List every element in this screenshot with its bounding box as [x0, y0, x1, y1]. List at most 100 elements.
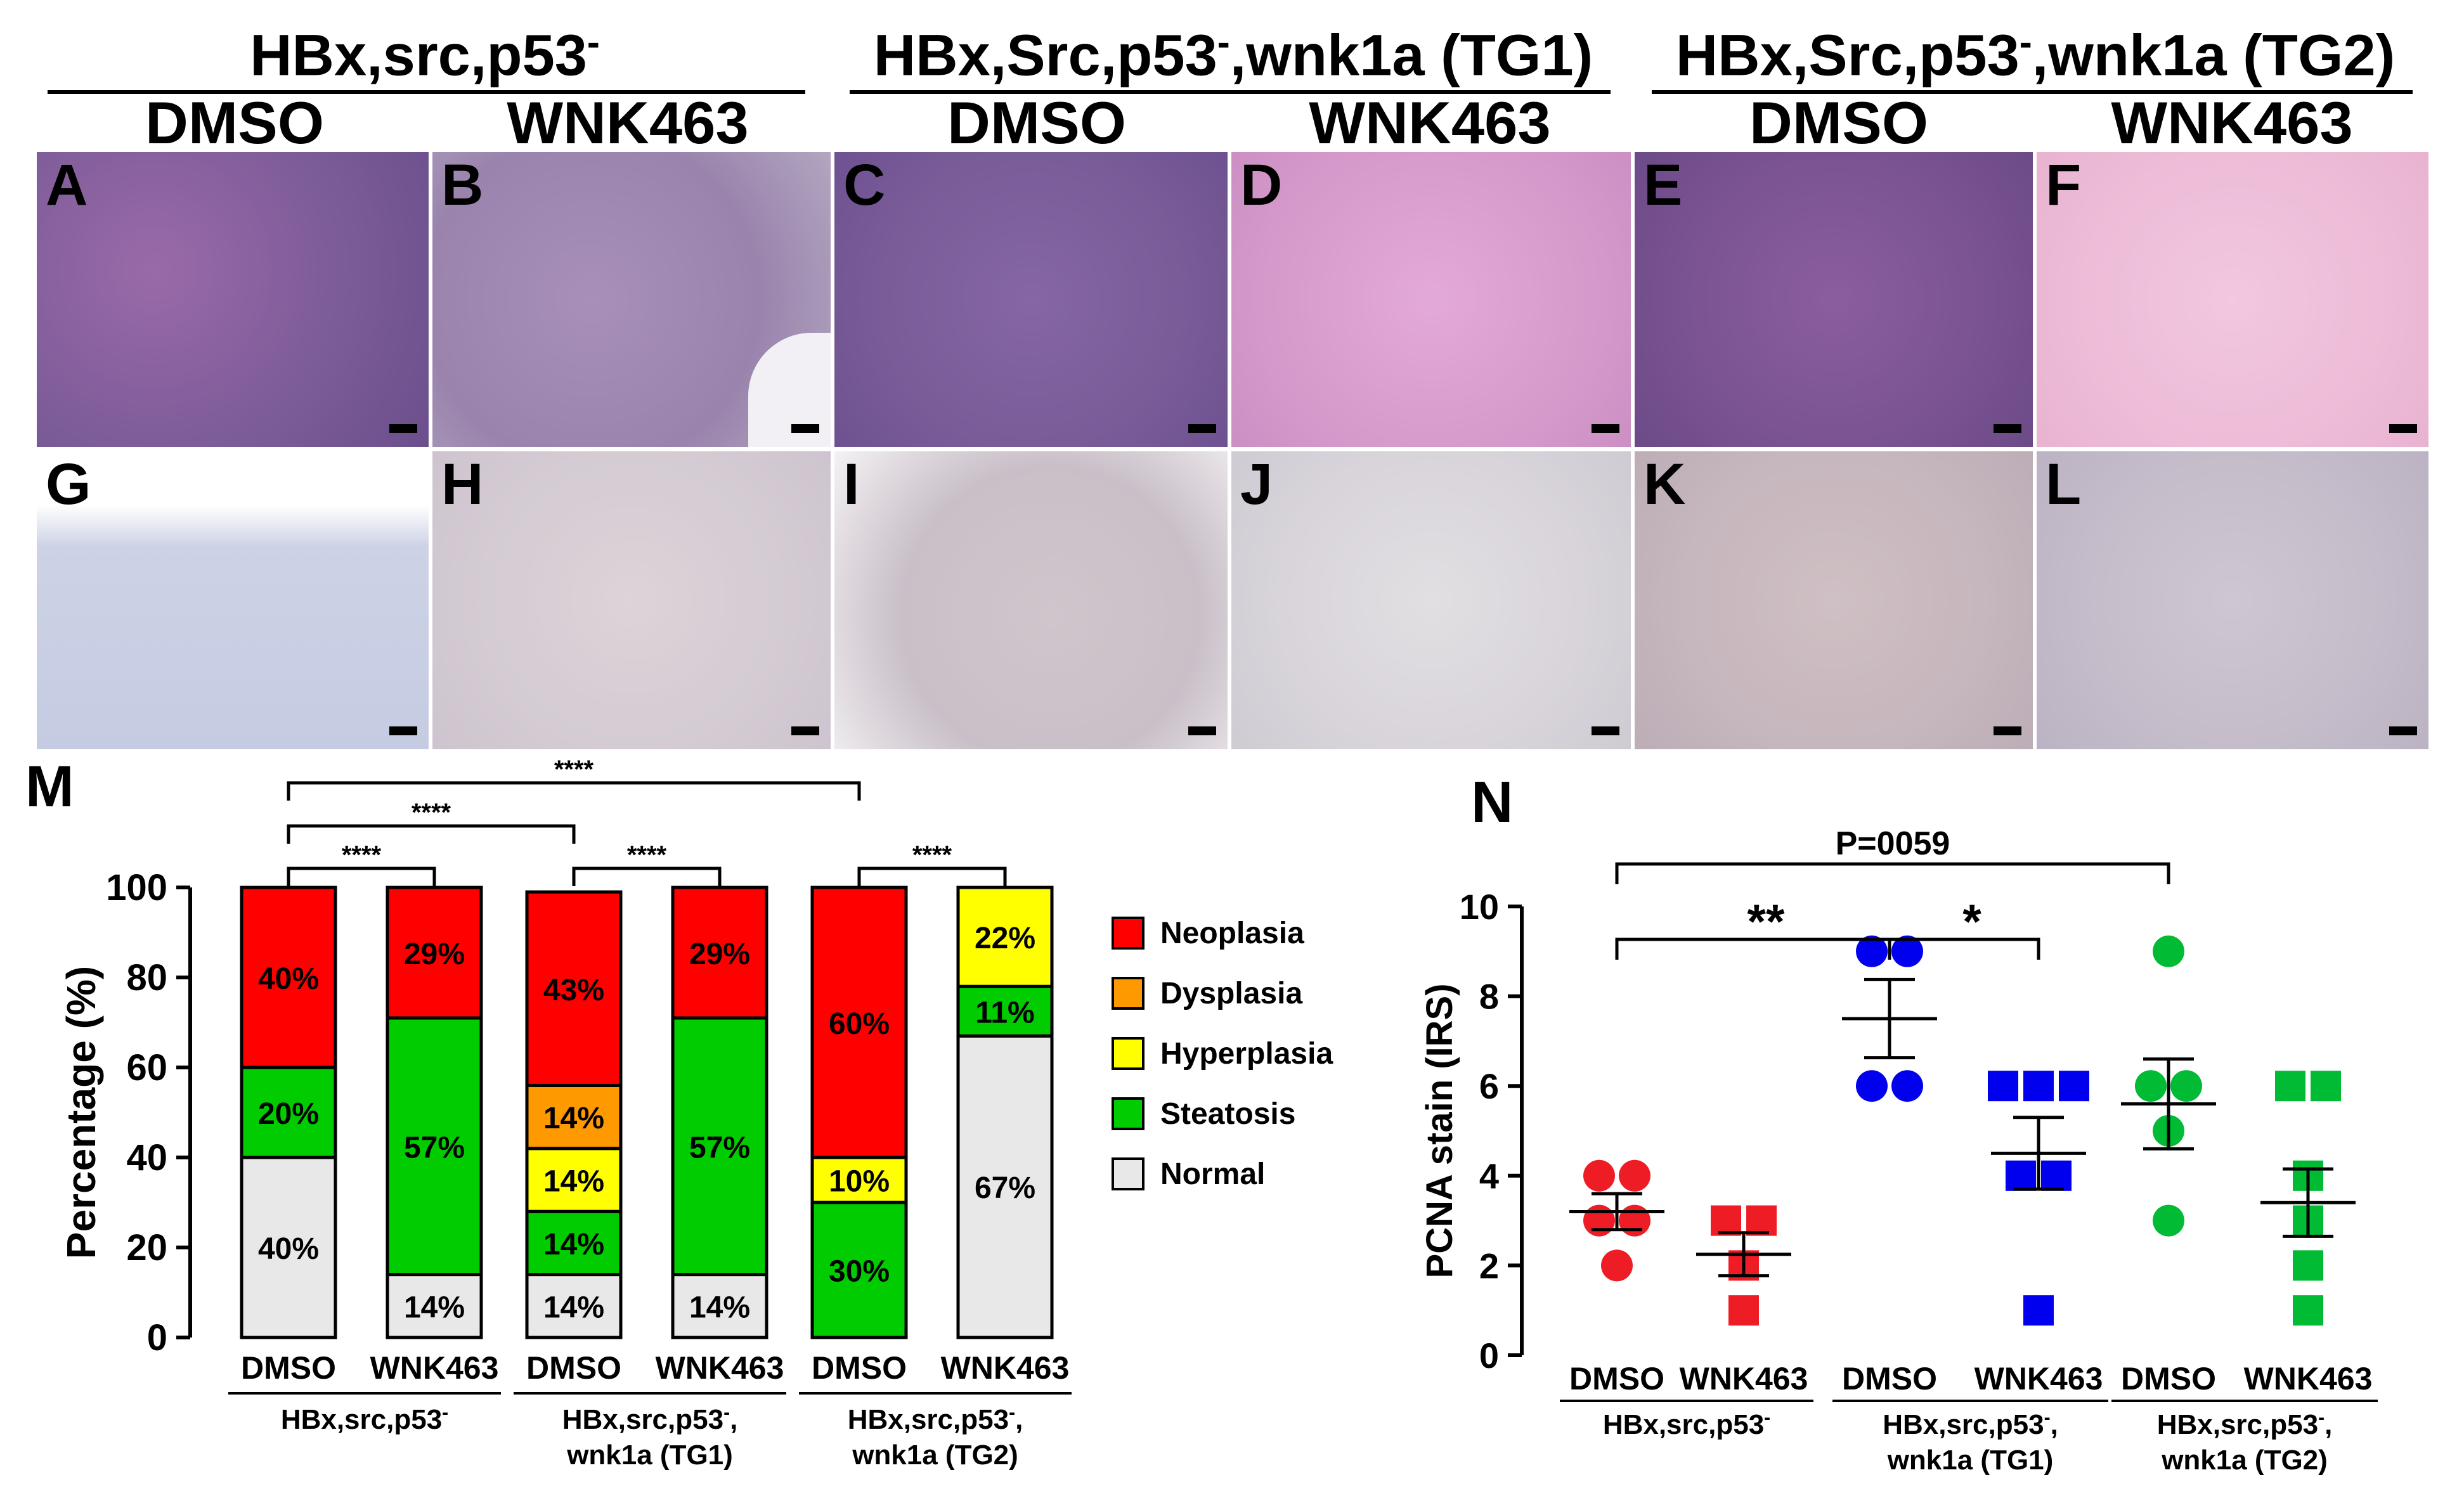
- significance-bracket: [287, 824, 576, 844]
- data-label: 60%: [829, 1007, 890, 1041]
- significance-bracket: [287, 781, 861, 801]
- y-tick-label: 0: [147, 1317, 167, 1358]
- legend-label-normal: Normal: [1160, 1157, 1265, 1191]
- data-label: 40%: [258, 962, 319, 996]
- data-point-square: [2023, 1071, 2054, 1102]
- data-label: 11%: [975, 996, 1034, 1029]
- data-point-circle: [2153, 1204, 2184, 1237]
- y-tick-label: 6: [1479, 1066, 1499, 1106]
- group-header-1: HBx,src,p53-: [38, 20, 812, 89]
- group-label-3-line1: HBx,src,p53-,: [2157, 1407, 2333, 1441]
- x-category-label: DMSO: [2121, 1361, 2216, 1396]
- significance-label: **: [1747, 895, 1785, 949]
- data-point-circle: [2170, 1070, 2202, 1102]
- significance-bracket: [572, 867, 722, 886]
- bar-segment-hyperplasia: [810, 1156, 908, 1204]
- data-label: 67%: [975, 1171, 1035, 1205]
- data-label: 22%: [975, 922, 1035, 955]
- micrograph-panel-d: D: [1231, 152, 1631, 447]
- data-point-circle: [2135, 1070, 2167, 1102]
- bar-segment-hyperplasia: [956, 886, 1054, 988]
- data-label: 30%: [829, 1255, 890, 1289]
- bar-segment-neoplasia: [810, 886, 908, 1159]
- group-label-3-line2: wnk1a (TG2): [2161, 1445, 2328, 1476]
- bar-segment-normal: [386, 1273, 483, 1339]
- bar-segment-neoplasia: [671, 886, 768, 1020]
- data-label: 29%: [689, 938, 750, 971]
- significance-bracket: [1615, 862, 2170, 884]
- bar-segment-steatosis: [240, 1066, 337, 1159]
- legend-swatch-hyperplasia: [1112, 1037, 1144, 1070]
- group-header-3-sup: -: [2019, 21, 2032, 63]
- scale-bar: [1592, 424, 1619, 433]
- data-point-square: [2041, 1160, 2072, 1191]
- figure-letter-n: N: [1471, 770, 1514, 835]
- bar-segment-hyperplasia: [525, 1147, 623, 1213]
- significance-label: ****: [342, 841, 382, 869]
- data-label: 43%: [543, 974, 604, 1007]
- data-label: 40%: [258, 1232, 319, 1266]
- data-label: 57%: [404, 1131, 465, 1164]
- legend-label-neoplasia: Neoplasia: [1160, 917, 1304, 950]
- data-point-circle: [1619, 1204, 1650, 1237]
- group-header-2-rule: [850, 90, 1611, 94]
- panel-letter-l: L: [2046, 452, 2082, 517]
- x-category-label: DMSO: [1842, 1361, 1937, 1396]
- bar-segment-normal: [525, 1273, 623, 1339]
- data-label: 14%: [543, 1228, 604, 1261]
- scale-bar: [2389, 424, 2417, 433]
- data-point-square: [2275, 1071, 2305, 1102]
- data-label: 20%: [258, 1097, 319, 1131]
- data-point-square: [2311, 1071, 2341, 1102]
- group-header-3-suffix: ,wnk1a (TG2): [2032, 23, 2396, 88]
- bar-segment-neoplasia: [525, 890, 623, 1087]
- micrograph-panel-j: J: [1231, 451, 1631, 749]
- group-label-2-line1: HBx,src,p53-,: [1883, 1407, 2058, 1441]
- data-point-square: [2059, 1071, 2089, 1102]
- panel-letter-g: G: [46, 452, 91, 517]
- bar-segment-steatosis: [386, 1016, 483, 1277]
- micrograph-panel-k: K: [1635, 451, 2033, 749]
- group-header-2-suffix: ,wnk1a (TG1): [1229, 23, 1593, 88]
- data-label: 14%: [689, 1291, 750, 1324]
- data-point-square: [2023, 1295, 2054, 1326]
- data-point-circle: [1583, 1159, 1615, 1192]
- panel-letter-h: H: [441, 452, 484, 517]
- panel-letter-f: F: [2046, 153, 2082, 217]
- scale-bar: [1994, 726, 2021, 735]
- panel-letter-j: J: [1240, 452, 1273, 517]
- stacked-bar-chart-m: 0 20 40 60 80 100 Percentage (%) 40% 20% 40% DMSO 1…: [58, 756, 1333, 1471]
- legend-swatch-neoplasia: [1112, 917, 1144, 950]
- scale-bar: [389, 424, 417, 433]
- legend-label-hyperplasia: Hyperplasia: [1160, 1037, 1333, 1071]
- legend-label-steatosis: Steatosis: [1160, 1097, 1295, 1131]
- significance-bracket: [1888, 938, 2040, 960]
- data-label: 14%: [543, 1291, 604, 1324]
- micrograph-panel-c: C: [834, 152, 1228, 447]
- y-tick-label: 4: [1479, 1156, 1499, 1196]
- micrograph-panel-f: F: [2037, 152, 2428, 447]
- panel-letter-b: B: [441, 153, 484, 217]
- group-header-1-rule: [48, 90, 805, 94]
- y-tick-label: 40: [126, 1137, 167, 1178]
- panel-letter-c: C: [843, 153, 886, 217]
- group-header-3: HBx,Src,p53-,wnk1a (TG2): [1642, 20, 2428, 89]
- micrograph-panel-h: H: [432, 451, 831, 749]
- data-label: 14%: [543, 1102, 604, 1135]
- scale-bar: [1994, 424, 2021, 433]
- significance-label: *: [1962, 895, 1981, 949]
- group-header-3-rule: [1652, 90, 2413, 94]
- data-point-square: [1711, 1205, 1741, 1236]
- significance-label: P=0059: [1836, 825, 1950, 862]
- y-tick-label: 8: [1479, 977, 1499, 1017]
- condition-header-1: DMSO: [145, 89, 324, 156]
- data-point-square: [1988, 1071, 2018, 1102]
- group-header-2-sup: -: [1217, 21, 1230, 63]
- y-tick-label: 60: [126, 1047, 167, 1088]
- significance-label: ****: [912, 841, 952, 869]
- data-point-circle: [1583, 1204, 1615, 1237]
- significance-label: ****: [412, 799, 451, 827]
- x-category-label: WNK463: [656, 1350, 784, 1386]
- x-category-label: WNK463: [1974, 1361, 2103, 1396]
- bar-segment-steatosis: [671, 1016, 768, 1277]
